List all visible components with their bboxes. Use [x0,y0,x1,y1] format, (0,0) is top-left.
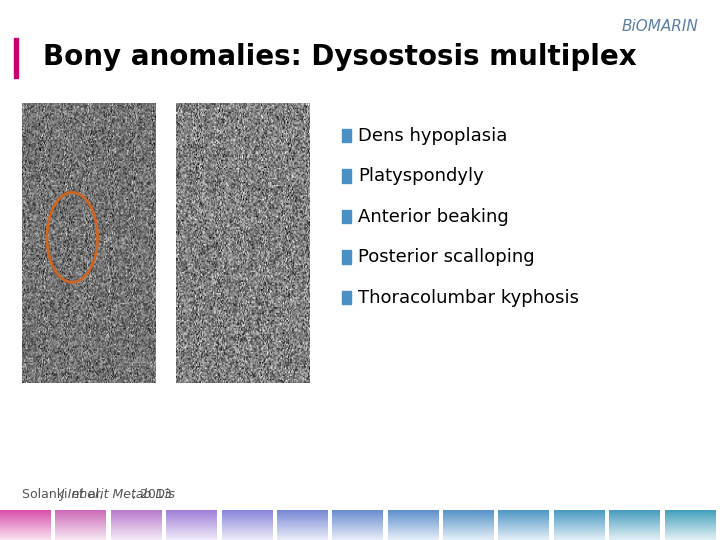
Bar [342,210,351,223]
Text: J Inherit Metab Dis: J Inherit Metab Dis [60,488,175,501]
Text: Anterior beaking: Anterior beaking [358,207,508,226]
Text: , 2013: , 2013 [132,488,171,501]
Text: Dens hypoplasia: Dens hypoplasia [358,126,507,145]
Text: Bony anomalies: Dysostosis multiplex: Bony anomalies: Dysostosis multiplex [43,43,636,71]
Bar [342,169,351,183]
Bar [342,129,351,142]
Bar [342,291,351,304]
Text: Thoracolumbar kyphosis: Thoracolumbar kyphosis [358,288,579,307]
Text: BiOMARIN: BiOMARIN [621,19,698,34]
Text: Solanki et al,: Solanki et al, [22,488,107,501]
Bar [14,38,18,78]
Text: Platyspondyly: Platyspondyly [358,167,484,185]
Text: Posterior scalloping: Posterior scalloping [358,248,534,266]
Bar [342,250,351,264]
